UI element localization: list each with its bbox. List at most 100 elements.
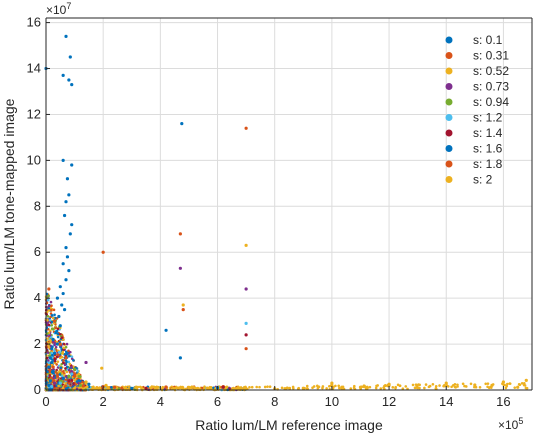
data-point — [444, 381, 448, 385]
dense-point — [506, 382, 509, 386]
data-point — [144, 386, 148, 390]
legend-entry-label: s: 1.6 — [473, 142, 503, 156]
y-tick-label: 10 — [27, 152, 41, 167]
data-point — [47, 365, 51, 369]
dense-point — [49, 300, 53, 304]
dense-point — [486, 382, 490, 385]
dense-point — [50, 327, 54, 330]
data-point — [52, 319, 57, 323]
data-point — [164, 385, 168, 389]
dense-point — [53, 313, 56, 317]
dense-point — [518, 383, 522, 386]
dense-point — [374, 386, 378, 390]
dense-point — [85, 385, 89, 389]
dense-point — [64, 378, 68, 381]
dense-point — [48, 333, 52, 337]
dense-point — [508, 382, 512, 385]
y-exponent-label: ×107 — [46, 1, 71, 17]
data-point — [501, 380, 506, 384]
x-axis-label: Ratio lum/LM reference image — [195, 417, 383, 433]
data-point — [61, 291, 65, 296]
dense-point — [362, 384, 366, 387]
data-point — [61, 376, 65, 381]
dense-point — [72, 382, 75, 385]
dense-point — [524, 386, 528, 390]
dense-point — [57, 350, 61, 354]
dense-point — [48, 354, 51, 357]
dense-point — [60, 336, 64, 339]
dense-point — [49, 308, 53, 312]
dense-point — [70, 355, 74, 358]
x-tick-label: 2 — [100, 394, 107, 409]
dense-point — [244, 386, 247, 390]
dense-point — [487, 386, 491, 390]
y-tick-label: 16 — [27, 15, 41, 30]
dense-point — [438, 384, 441, 387]
dense-point — [60, 355, 64, 359]
dense-point — [47, 361, 51, 365]
data-point — [67, 381, 71, 385]
dense-point — [379, 387, 383, 390]
legend-entry-label: s: 0.94 — [473, 95, 509, 109]
dense-point — [68, 354, 71, 358]
dense-point — [337, 384, 341, 388]
dense-point — [56, 360, 60, 363]
y-tick-labels: 0 2 4 6 8 10 12 14 16 — [27, 15, 41, 397]
dense-point — [64, 382, 68, 385]
y-tick-label: 8 — [34, 198, 41, 213]
x-tick-label: 12 — [382, 394, 396, 409]
dense-point — [47, 323, 51, 327]
dense-point — [62, 359, 65, 362]
dense-point — [161, 386, 165, 389]
dense-point — [70, 365, 73, 369]
data-point — [64, 34, 68, 38]
dense-point — [65, 387, 68, 390]
legend-entry-label: s: 1.8 — [473, 157, 503, 171]
dense-point — [255, 385, 258, 389]
dense-point — [456, 385, 459, 388]
data-point — [181, 308, 185, 312]
data-point — [101, 250, 105, 254]
dense-point — [450, 385, 453, 389]
dense-point — [150, 385, 154, 388]
dense-point — [65, 365, 69, 369]
data-point — [301, 386, 305, 390]
dense-point — [47, 294, 50, 298]
data-point — [244, 243, 248, 247]
data-point — [178, 266, 182, 270]
x-tick-label: 14 — [439, 394, 453, 409]
data-point — [58, 342, 62, 346]
dense-point — [434, 387, 438, 390]
dense-point — [73, 379, 76, 382]
data-point — [58, 379, 62, 383]
dense-point — [474, 385, 478, 389]
dense-point — [453, 385, 457, 389]
dense-point — [50, 351, 53, 355]
dense-point — [46, 370, 49, 374]
data-point — [57, 314, 61, 319]
data-point — [60, 303, 64, 307]
dense-point — [48, 374, 52, 377]
dense-point — [53, 341, 56, 345]
data-point — [61, 158, 65, 162]
dense-point — [53, 384, 56, 388]
data-point — [164, 328, 168, 332]
dense-point — [484, 382, 488, 386]
data-point — [178, 356, 182, 360]
dense-point — [64, 375, 68, 378]
dense-point — [62, 338, 65, 341]
dense-point — [434, 384, 438, 388]
dense-point — [64, 359, 68, 362]
dense-point — [117, 387, 121, 391]
legend-marker — [445, 129, 453, 137]
legend-entry-label: s: 1.4 — [473, 126, 503, 140]
x-exponent-label: ×105 — [498, 416, 523, 432]
dense-point — [47, 307, 51, 310]
dense-point — [47, 309, 51, 312]
dense-point — [45, 332, 49, 336]
dense-point — [47, 304, 51, 308]
dense-point — [57, 384, 60, 388]
data-point — [70, 370, 74, 374]
data-point — [67, 78, 71, 82]
